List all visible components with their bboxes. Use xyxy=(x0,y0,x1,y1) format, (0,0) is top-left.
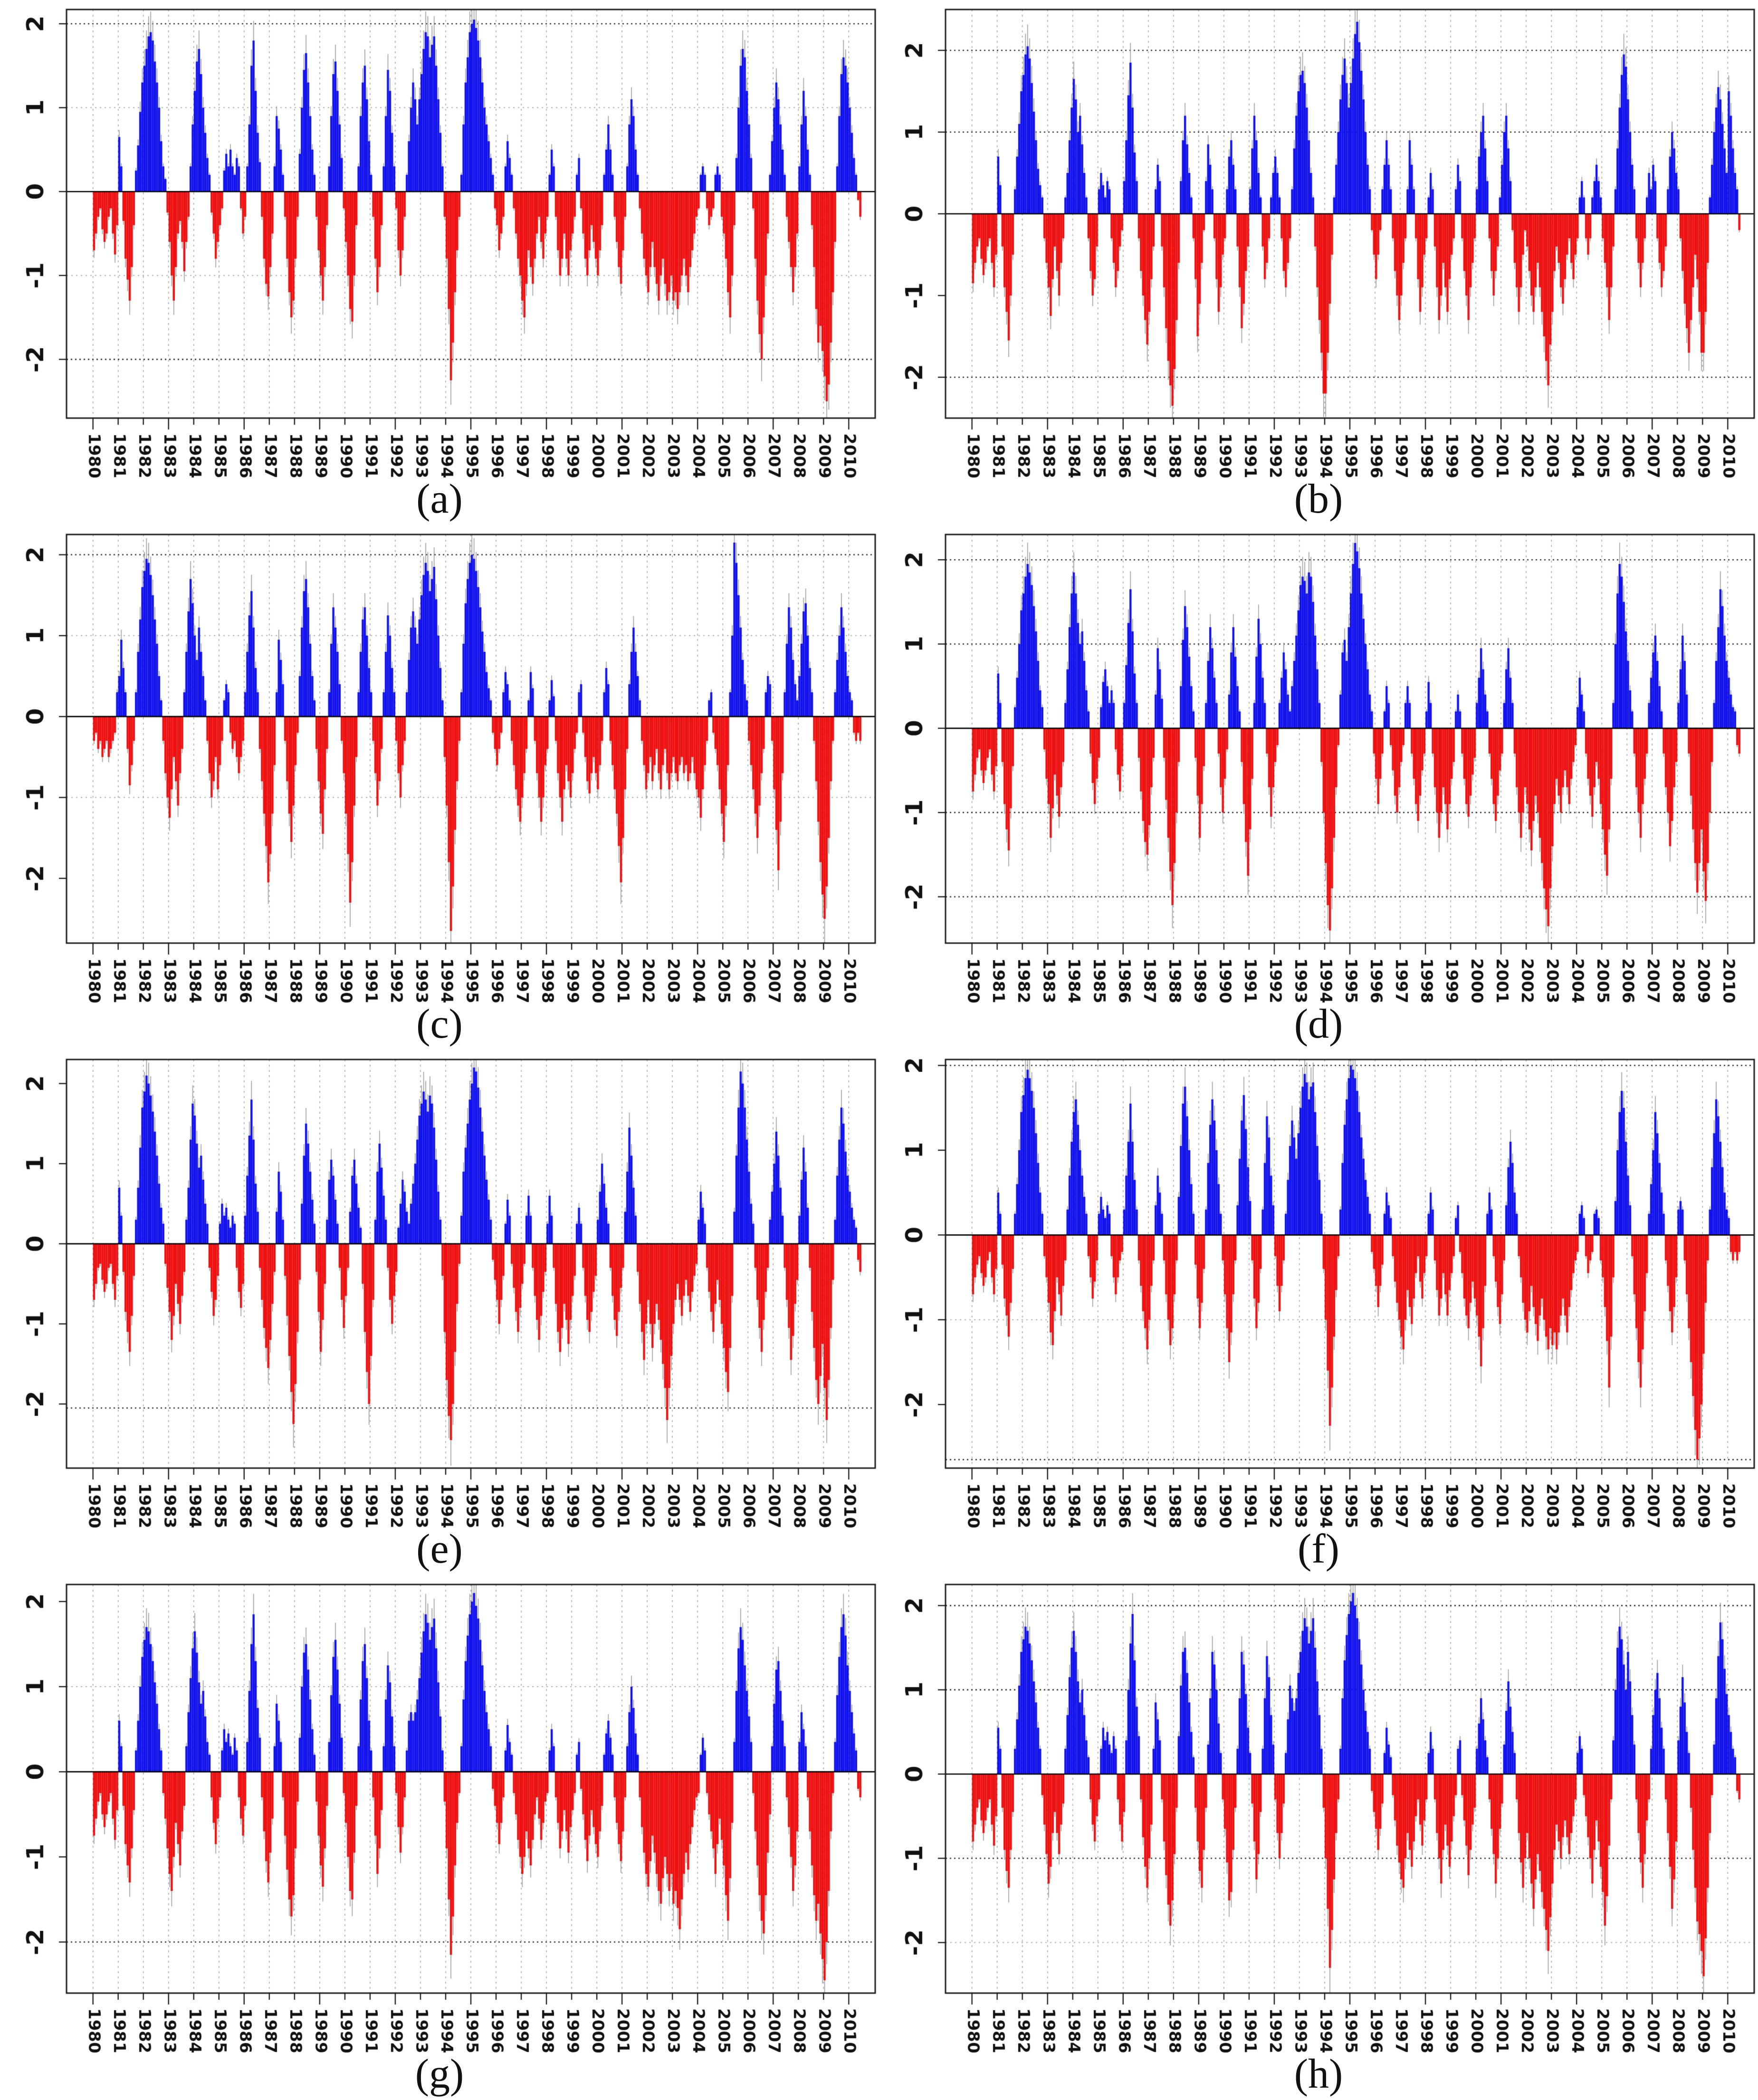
panel-b: (b) xyxy=(879,0,1758,525)
panel-c-chart-canvas xyxy=(0,525,879,1050)
panel-h: (h) xyxy=(879,1575,1758,2100)
panel-a-chart-canvas xyxy=(0,0,879,525)
panel-f-label: (f) xyxy=(1298,1526,1339,1572)
panel-g-label: (g) xyxy=(415,2051,464,2097)
panel-d-label: (d) xyxy=(1294,1001,1343,1047)
panel-b-label: (b) xyxy=(1294,476,1343,522)
panel-e-label: (e) xyxy=(416,1526,463,1572)
panel-f-chart-canvas xyxy=(879,1050,1758,1575)
panel-c-label: (c) xyxy=(416,1001,463,1047)
panel-d-chart-canvas xyxy=(879,525,1758,1050)
panel-e-chart-canvas xyxy=(0,1050,879,1575)
panel-e: (e) xyxy=(0,1050,879,1575)
panel-h-label: (h) xyxy=(1294,2051,1343,2097)
panel-h-chart-canvas xyxy=(879,1575,1758,2100)
panel-g: (g) xyxy=(0,1575,879,2100)
panel-c: (c) xyxy=(0,525,879,1050)
panel-g-chart-canvas xyxy=(0,1575,879,2100)
panel-f: (f) xyxy=(879,1050,1758,1575)
panel-a: (a) xyxy=(0,0,879,525)
panel-b-chart-canvas xyxy=(879,0,1758,525)
panel-a-label: (a) xyxy=(416,476,463,522)
panel-d: (d) xyxy=(879,525,1758,1050)
